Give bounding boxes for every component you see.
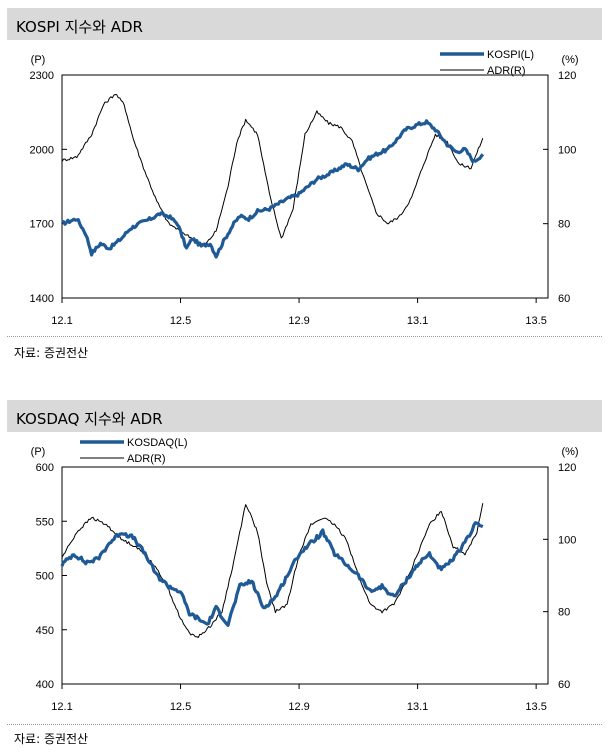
left-tick-label: 400 (36, 679, 54, 691)
left-tick-label: 1700 (30, 219, 54, 231)
kosdaq-chart-panel: KOSDAQ 지수와 ADR (P) (%) 400 450 500 550 600 60 80… (0, 392, 609, 754)
x-tick-label: 12.9 (288, 701, 309, 713)
left-tick-label: 1400 (30, 293, 54, 305)
x-tick-label: 12.5 (170, 315, 191, 327)
chart-title-bar: KOSPI 지수와 ADR (7, 8, 602, 40)
x-tick-label: 13.5 (525, 701, 546, 713)
x-tick-label: 12.5 (170, 701, 191, 713)
right-tick-label: 100 (558, 534, 576, 546)
right-unit-label: (%) (561, 54, 578, 66)
adr-series-line (61, 94, 484, 247)
kosdaq-chart: (P) (%) 400 450 500 550 600 60 80 100 120 12.1 12.5 1… (31, 437, 579, 713)
legend-label: KOSPI(L) (487, 49, 534, 61)
kospi-chart-panel: KOSPI 지수와 ADR (P) (%) 1400 1700 2000 2300 60 80… (0, 0, 609, 370)
left-tick-label: 2300 (30, 70, 54, 82)
left-unit-label: (P) (31, 446, 46, 458)
left-tick-label: 2000 (30, 144, 54, 156)
legend-label: KOSDAQ(L) (127, 437, 188, 449)
left-unit-label: (P) (31, 54, 46, 66)
right-tick-label: 100 (558, 144, 576, 156)
x-tick-label: 12.1 (51, 315, 72, 327)
right-tick-label: 80 (558, 219, 570, 231)
plot-frame (61, 74, 549, 299)
x-tick-label: 13.5 (525, 315, 546, 327)
x-tick-label: 13.1 (407, 701, 428, 713)
right-tick-label: 60 (558, 293, 570, 305)
chart-title-bar: KOSDAQ 지수와 ADR (7, 400, 602, 432)
adr-series-line (61, 503, 484, 638)
left-tick-label: 500 (36, 571, 54, 583)
left-tick-label: 550 (36, 516, 54, 528)
right-unit-label: (%) (561, 446, 578, 458)
left-tick-label: 600 (36, 462, 54, 474)
index-series-line (61, 119, 485, 259)
left-tick-label: 450 (36, 625, 54, 637)
legend-label: ADR(R) (487, 65, 526, 77)
right-tick-label: 120 (558, 462, 576, 474)
kospi-chart: (P) (%) 1400 1700 2000 2300 60 80 100 120 12.1 12.5… (30, 49, 579, 327)
index-series-line (60, 521, 484, 627)
legend-label: ADR(R) (127, 453, 166, 465)
x-tick-label: 12.1 (51, 701, 72, 713)
divider (7, 724, 602, 725)
divider (7, 336, 602, 337)
right-tick-label: 80 (558, 607, 570, 619)
right-tick-label: 60 (558, 679, 570, 691)
chart-title: KOSDAQ 지수와 ADR (16, 410, 163, 428)
x-tick-label: 13.1 (407, 315, 428, 327)
right-tick-label: 120 (558, 70, 576, 82)
source-note: 자료: 증권전산 (14, 732, 89, 746)
chart-title: KOSPI 지수와 ADR (16, 18, 143, 36)
x-tick-label: 12.9 (288, 315, 309, 327)
plot-frame (61, 466, 549, 685)
source-note: 자료: 증권전산 (14, 346, 89, 360)
